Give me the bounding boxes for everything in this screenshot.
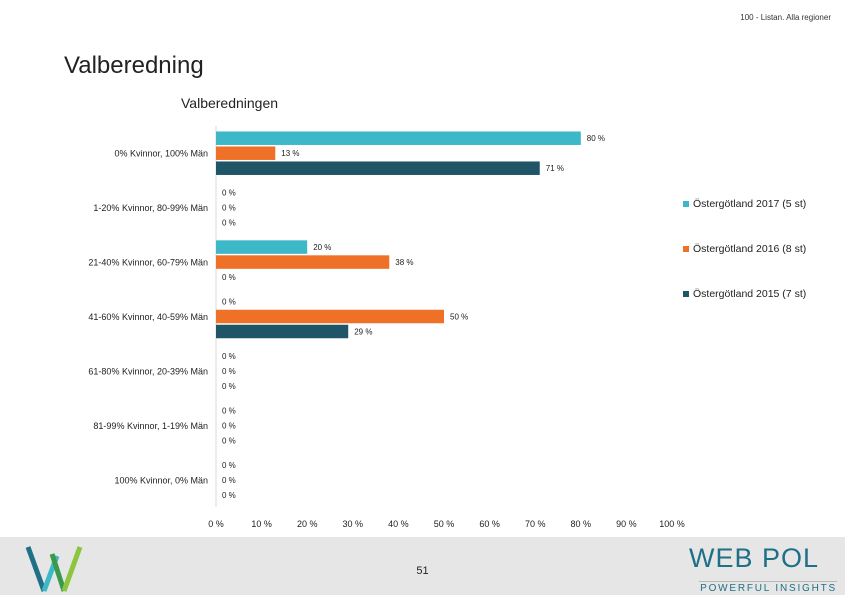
- webropol-logo: WEB POL POWERFUL INSIGHTS: [679, 543, 837, 594]
- x-tick-label: 50 %: [434, 519, 455, 529]
- legend-label: Östergötland 2015 (7 st): [693, 288, 807, 300]
- data-label: 20 %: [313, 243, 331, 252]
- x-tick-label: 10 %: [251, 519, 272, 529]
- data-label: 80 %: [587, 134, 605, 143]
- legend-item-2016: Östergötland 2016 (8 st): [683, 242, 843, 256]
- data-label: 0 %: [222, 352, 236, 361]
- legend-swatch: [683, 291, 689, 297]
- data-label: 13 %: [281, 149, 299, 158]
- x-tick-label: 20 %: [297, 519, 318, 529]
- x-tick-label: 90 %: [616, 519, 637, 529]
- data-label: 0 %: [222, 461, 236, 470]
- legend-item-2017: Östergötland 2017 (5 st): [683, 197, 843, 211]
- x-tick-label: 80 %: [571, 519, 592, 529]
- data-label: 0 %: [222, 204, 236, 213]
- page-number: 51: [416, 565, 429, 577]
- data-label: 29 %: [354, 328, 372, 337]
- x-tick-label: 30 %: [343, 519, 364, 529]
- legend-item-2015: Östergötland 2015 (7 st): [683, 287, 843, 301]
- data-label: 0 %: [222, 476, 236, 485]
- data-label: 0 %: [222, 406, 236, 415]
- page-title: Valberedning: [64, 52, 204, 79]
- data-label: 0 %: [222, 382, 236, 391]
- bar: [216, 309, 444, 324]
- data-label: 71 %: [546, 164, 564, 173]
- brand-main: WEB POL: [688, 543, 819, 573]
- x-tick-label: 40 %: [388, 519, 409, 529]
- legend-label: Östergötland 2017 (5 st): [693, 198, 807, 210]
- footer: 51 WEB POL POWERFUL INSIGHTS: [0, 537, 845, 595]
- category-label: 81-99% Kvinnor, 1-19% Män: [93, 421, 208, 431]
- brand-tagline: POWERFUL INSIGHTS: [700, 583, 837, 594]
- data-label: 0 %: [222, 436, 236, 445]
- data-label: 0 %: [222, 367, 236, 376]
- data-label: 50 %: [450, 313, 468, 322]
- data-label: 0 %: [222, 189, 236, 198]
- data-label: 0 %: [222, 219, 236, 228]
- x-tick-label: 70 %: [525, 519, 546, 529]
- bar: [216, 161, 540, 175]
- brand-wordmark: WEB POL: [679, 543, 819, 573]
- bar: [216, 255, 390, 269]
- bar-chart: 0% Kvinnor, 100% Män 80 % 13 % 71 % 1-20% Kv…: [88, 126, 685, 529]
- data-label: 0 %: [222, 273, 236, 282]
- bar: [216, 131, 581, 145]
- x-tick-label: 100 %: [659, 519, 685, 529]
- data-label: 0 %: [222, 421, 236, 430]
- category-label: 61-80% Kvinnor, 20-39% Män: [88, 366, 208, 376]
- legend: Östergötland 2017 (5 st) Östergötland 20…: [683, 197, 843, 332]
- legend-label: Östergötland 2016 (8 st): [693, 243, 807, 255]
- x-tick-label: 0 %: [208, 519, 224, 529]
- legend-swatch: [683, 246, 689, 252]
- category-label: 41-60% Kvinnor, 40-59% Män: [88, 312, 208, 322]
- chart-title: Valberedningen: [181, 95, 279, 111]
- w-logo-icon: [25, 546, 83, 592]
- bar: [216, 146, 276, 160]
- category-label: 21-40% Kvinnor, 60-79% Män: [88, 258, 208, 268]
- category-label: 100% Kvinnor, 0% Män: [114, 475, 208, 485]
- category-label: 1-20% Kvinnor, 80-99% Män: [93, 203, 208, 213]
- legend-swatch: [683, 201, 689, 207]
- brand-divider: POWERFUL INSIGHTS: [699, 581, 837, 594]
- data-label: 38 %: [395, 258, 413, 267]
- data-label: 0 %: [222, 298, 236, 307]
- category-label: 0% Kvinnor, 100% Män: [114, 149, 208, 159]
- x-tick-label: 60 %: [479, 519, 500, 529]
- corner-label: 100 - Listan. Alla regioner: [740, 13, 831, 22]
- data-label: 0 %: [222, 491, 236, 500]
- bar: [216, 240, 308, 254]
- bar: [216, 324, 349, 339]
